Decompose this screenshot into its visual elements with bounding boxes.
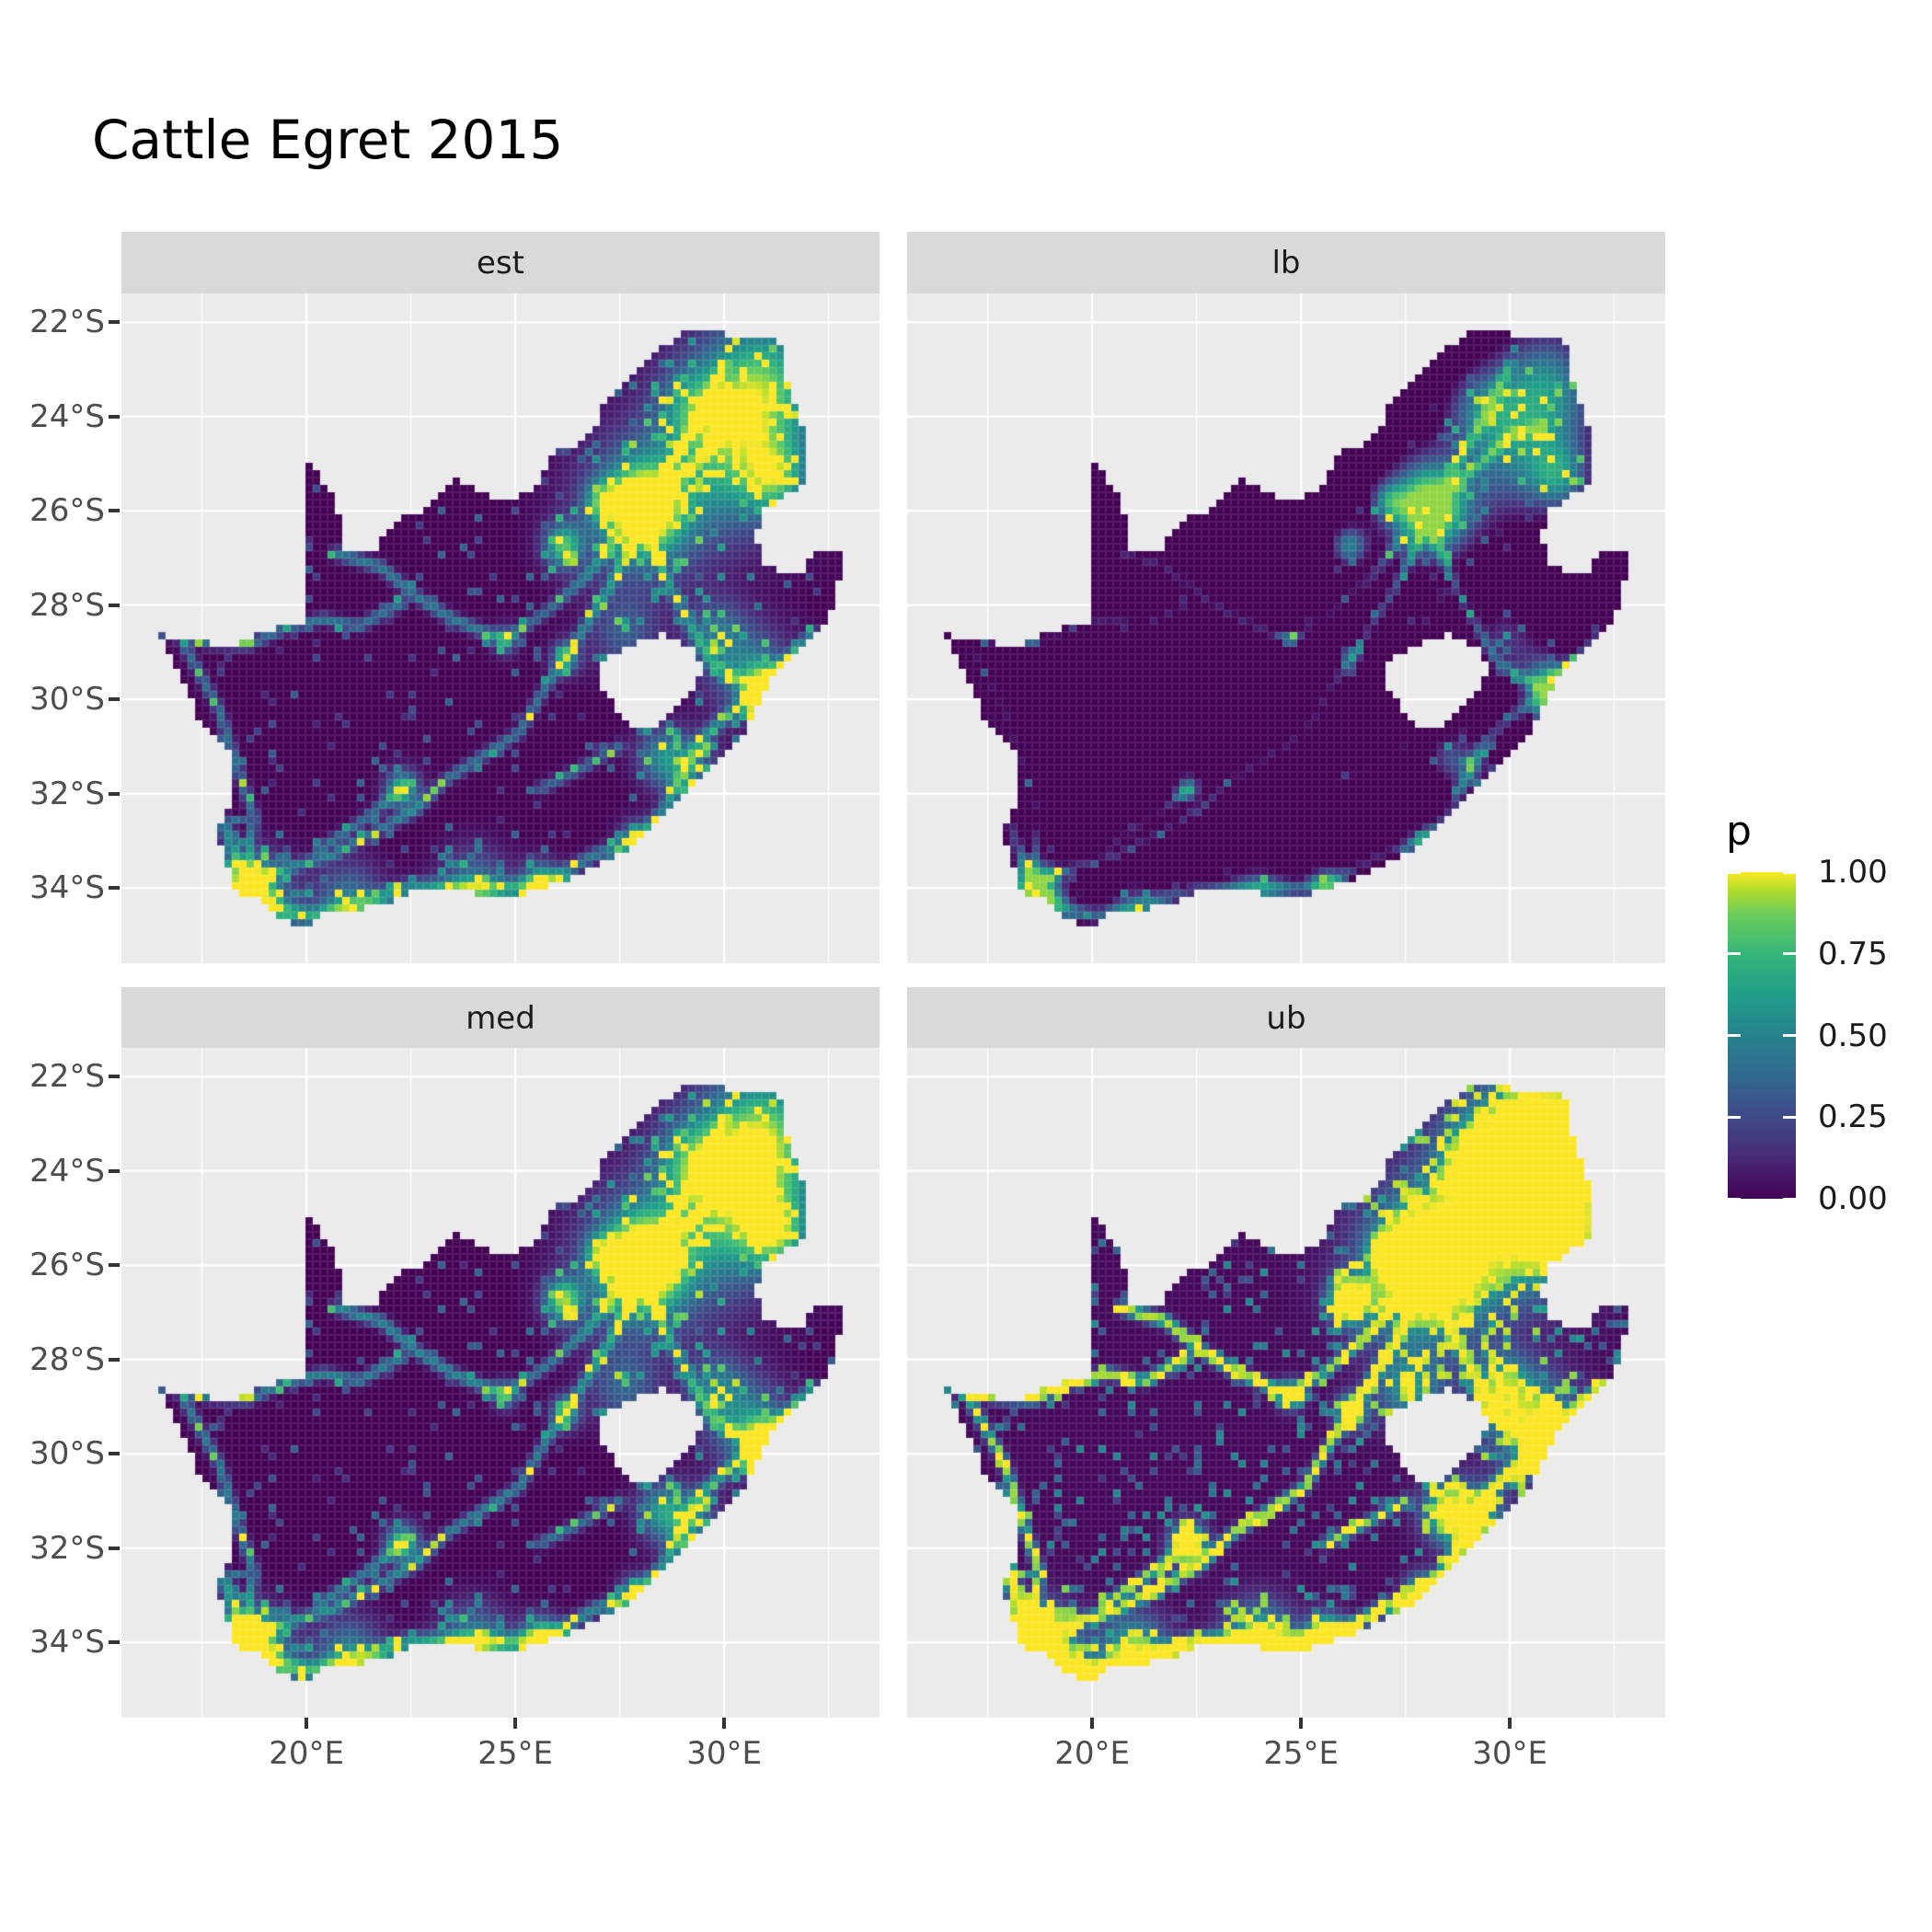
- y-axis-tick-mark: [109, 1075, 120, 1079]
- legend-tick-mark: [1783, 1115, 1796, 1119]
- legend-tick-label: 0.75: [1818, 935, 1888, 972]
- map-panel-est: [121, 293, 880, 963]
- y-axis-tick-mark: [109, 886, 120, 891]
- facet-strip-lb: lb: [907, 232, 1665, 293]
- chart-title: Cattle Egret 2015: [92, 109, 564, 171]
- y-axis-tick-label: 30°S: [29, 681, 105, 719]
- facet-strip-est: est: [121, 232, 880, 293]
- y-axis-tick-label: 22°S: [29, 1058, 105, 1096]
- legend-title: p: [1726, 808, 1752, 855]
- legend-tick-label: 0.50: [1818, 1017, 1888, 1054]
- legend-tick-label: 0.25: [1818, 1098, 1888, 1136]
- y-axis-tick-mark: [109, 1546, 120, 1550]
- facet-strip-label: est: [477, 244, 524, 282]
- legend-tick-mark: [1783, 870, 1796, 874]
- y-axis-tick-label: 24°S: [29, 397, 105, 435]
- y-axis-tick-label: 28°S: [29, 586, 105, 624]
- y-axis-tick-label: 32°S: [29, 775, 105, 812]
- x-axis-tick-label: 20°E: [1054, 1735, 1130, 1772]
- x-axis-tick-mark: [513, 1718, 518, 1729]
- x-axis-tick-label: 20°E: [269, 1735, 344, 1772]
- y-axis-tick-label: 26°S: [29, 492, 105, 530]
- x-axis-tick-label: 30°E: [1472, 1735, 1547, 1772]
- legend-tick-mark: [1783, 1197, 1796, 1201]
- y-axis-tick-mark: [109, 1168, 120, 1173]
- y-axis-tick-mark: [109, 320, 120, 325]
- y-axis-tick-mark: [109, 697, 120, 702]
- x-axis-tick-label: 25°E: [477, 1735, 553, 1772]
- y-axis-tick-label: 34°S: [29, 869, 105, 907]
- y-axis-tick-label: 28°S: [29, 1340, 105, 1378]
- x-axis-tick-label: 25°E: [1263, 1735, 1339, 1772]
- x-axis-tick-mark: [1299, 1718, 1304, 1729]
- y-axis-tick-label: 22°S: [29, 304, 105, 341]
- legend-tick-mark: [1728, 1115, 1741, 1119]
- y-axis-tick-mark: [109, 414, 120, 419]
- legend-tick-mark: [1728, 952, 1741, 956]
- x-axis-tick-mark: [305, 1718, 309, 1729]
- map-canvas-ub: [907, 1048, 1665, 1718]
- legend-tick-label: 1.00: [1818, 854, 1888, 891]
- facet-strip-label: ub: [1266, 999, 1306, 1037]
- facet-strip-med: med: [121, 987, 880, 1049]
- x-axis-tick-mark: [1508, 1718, 1512, 1729]
- legend-tick-mark: [1728, 1197, 1741, 1201]
- x-axis-tick-mark: [722, 1718, 727, 1729]
- y-axis-tick-label: 32°S: [29, 1529, 105, 1567]
- legend-tick-mark: [1728, 1034, 1741, 1037]
- y-axis-tick-mark: [109, 1263, 120, 1268]
- map-panel-med: [121, 1048, 880, 1718]
- y-axis-tick-label: 24°S: [29, 1152, 105, 1190]
- map-canvas-est: [121, 293, 880, 963]
- facet-strip-label: med: [466, 999, 535, 1037]
- x-axis-tick-label: 30°E: [686, 1735, 762, 1772]
- map-canvas-med: [121, 1048, 880, 1718]
- y-axis-tick-label: 34°S: [29, 1624, 105, 1662]
- y-axis-tick-mark: [109, 603, 120, 607]
- y-axis-tick-mark: [109, 791, 120, 796]
- legend-tick-mark: [1783, 1034, 1796, 1037]
- legend-tick-label: 0.00: [1818, 1180, 1888, 1217]
- y-axis-tick-mark: [109, 1640, 120, 1645]
- facet-strip-label: lb: [1271, 244, 1301, 282]
- y-axis-tick-mark: [109, 1357, 120, 1362]
- y-axis-tick-mark: [109, 509, 120, 513]
- facet-strip-ub: ub: [907, 987, 1665, 1049]
- x-axis-tick-mark: [1090, 1718, 1095, 1729]
- y-axis-tick-mark: [109, 1452, 120, 1456]
- y-axis-tick-label: 30°S: [29, 1435, 105, 1473]
- map-canvas-lb: [907, 293, 1665, 963]
- y-axis-tick-label: 26°S: [29, 1247, 105, 1284]
- map-panel-ub: [907, 1048, 1665, 1718]
- legend-tick-mark: [1783, 952, 1796, 956]
- map-panel-lb: [907, 293, 1665, 963]
- legend-tick-mark: [1728, 870, 1741, 874]
